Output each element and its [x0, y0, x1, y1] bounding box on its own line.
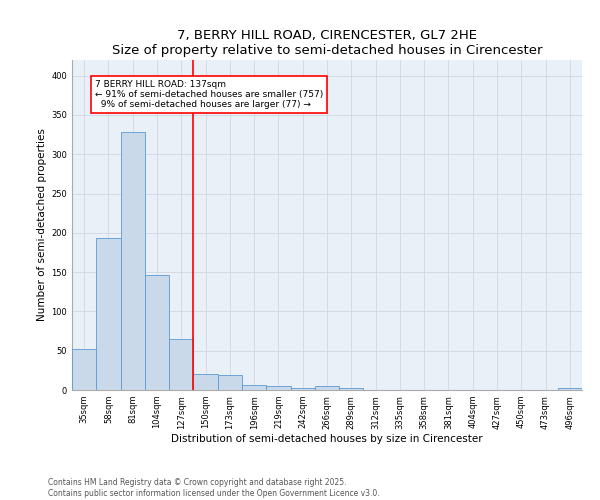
Bar [72, 349, 96, 390]
Bar [339, 388, 364, 390]
Bar [145, 274, 169, 390]
Bar [290, 388, 315, 390]
Text: 7 BERRY HILL ROAD: 137sqm
← 91% of semi-detached houses are smaller (757)
  9% o: 7 BERRY HILL ROAD: 137sqm ← 91% of semi-… [95, 80, 323, 110]
Y-axis label: Number of semi-detached properties: Number of semi-detached properties [37, 128, 47, 322]
Bar [121, 132, 145, 390]
Bar [242, 384, 266, 390]
Bar [218, 375, 242, 390]
Bar [169, 339, 193, 390]
Bar [193, 374, 218, 390]
Bar [315, 386, 339, 390]
Bar [266, 386, 290, 390]
Bar [558, 388, 582, 390]
X-axis label: Distribution of semi-detached houses by size in Cirencester: Distribution of semi-detached houses by … [171, 434, 483, 444]
Title: 7, BERRY HILL ROAD, CIRENCESTER, GL7 2HE
Size of property relative to semi-detac: 7, BERRY HILL ROAD, CIRENCESTER, GL7 2HE… [112, 30, 542, 58]
Text: Contains HM Land Registry data © Crown copyright and database right 2025.
Contai: Contains HM Land Registry data © Crown c… [48, 478, 380, 498]
Bar [96, 238, 121, 390]
